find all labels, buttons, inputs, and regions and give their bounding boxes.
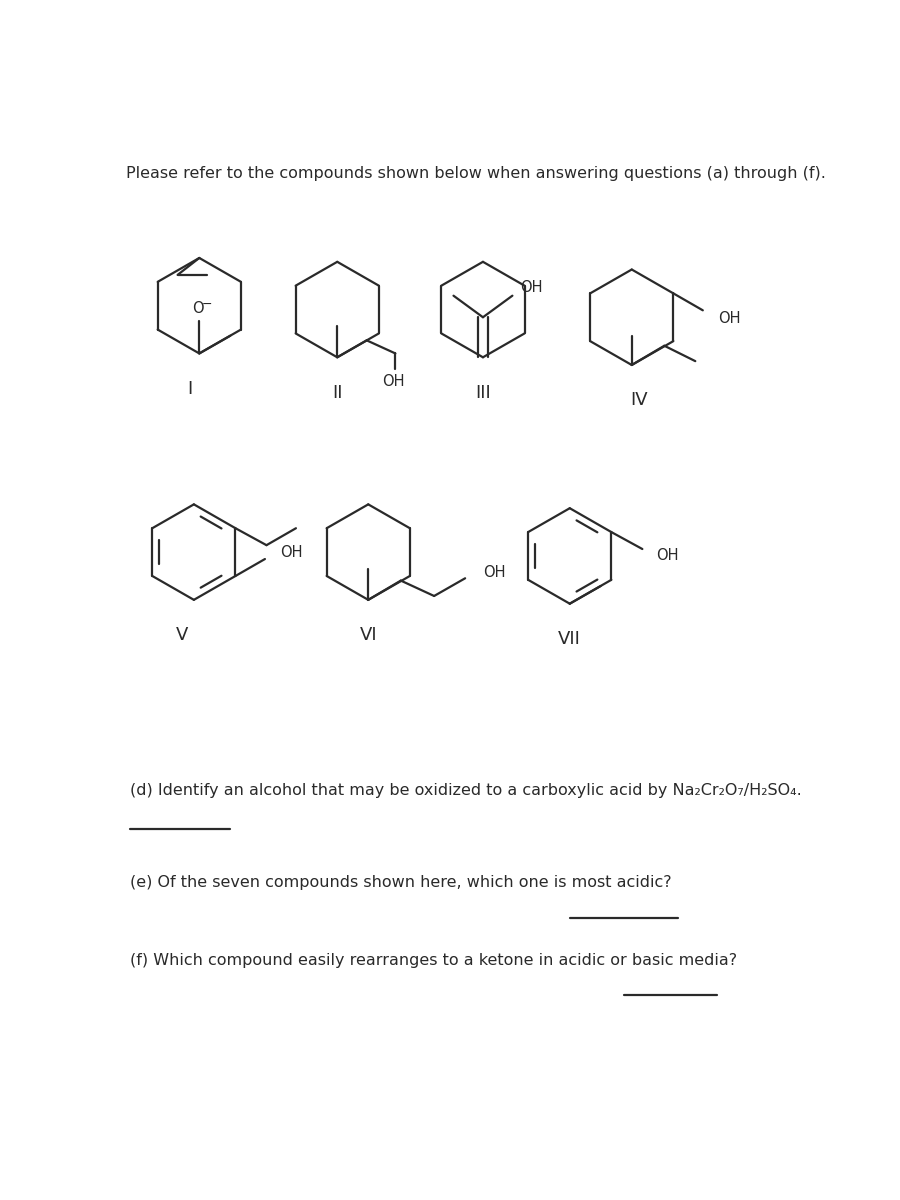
Text: (f) Which compound easily rearranges to a ketone in acidic or basic media?: (f) Which compound easily rearranges to … [130, 953, 737, 967]
Text: OH: OH [520, 281, 542, 295]
Text: VI: VI [359, 626, 377, 644]
Text: II: II [332, 384, 343, 402]
Text: I: I [187, 380, 193, 398]
Text: IV: IV [631, 391, 648, 409]
Text: OH: OH [718, 311, 741, 325]
Text: V: V [176, 626, 188, 644]
Text: (e) Of the seven compounds shown here, which one is most acidic?: (e) Of the seven compounds shown here, w… [130, 876, 671, 890]
Text: III: III [475, 384, 491, 402]
Text: OH: OH [656, 547, 679, 563]
Text: Please refer to the compounds shown below when answering questions (a) through (: Please refer to the compounds shown belo… [126, 166, 826, 180]
Text: O: O [192, 301, 203, 317]
Text: −: − [202, 298, 212, 311]
Text: OH: OH [281, 545, 303, 560]
Text: OH: OH [382, 374, 404, 389]
Text: VII: VII [558, 630, 581, 648]
Text: OH: OH [483, 565, 506, 581]
Text: (d) Identify an alcohol that may be oxidized to a carboxylic acid by Na₂Cr₂O₇/H₂: (d) Identify an alcohol that may be oxid… [130, 784, 801, 798]
